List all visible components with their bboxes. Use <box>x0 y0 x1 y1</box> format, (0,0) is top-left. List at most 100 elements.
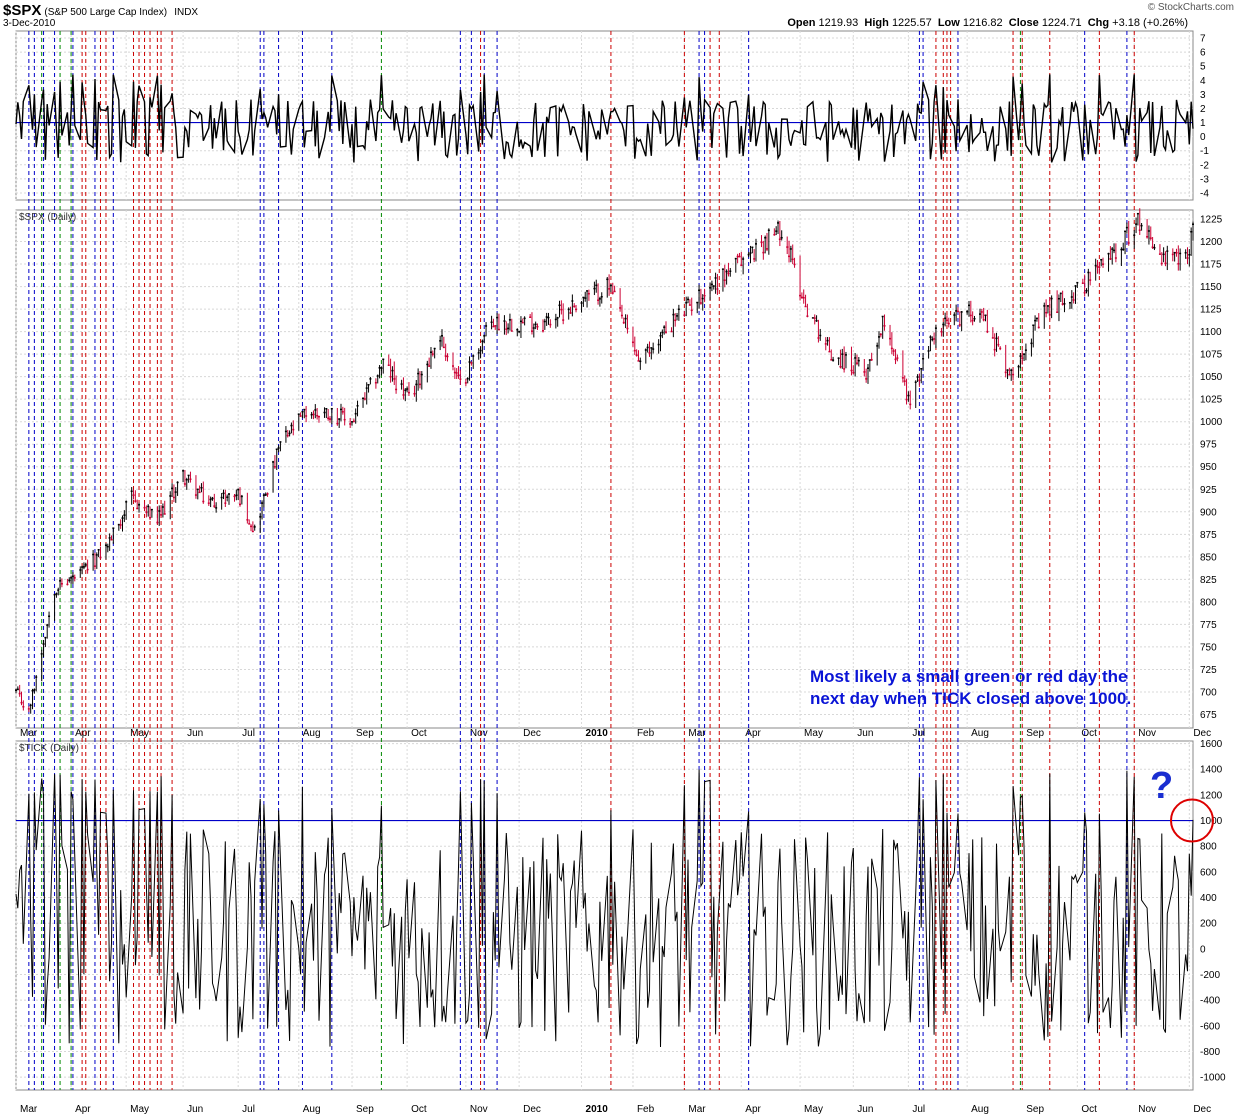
y-tick-label: 675 <box>1200 710 1217 721</box>
y-tick-label: 950 <box>1200 462 1217 473</box>
y-tick-label: 0 <box>1200 132 1206 143</box>
x-tick-label: Jun <box>187 1104 203 1115</box>
y-tick-label: 1175 <box>1200 260 1222 271</box>
x-tick-label: Oct <box>411 728 427 739</box>
price-candles <box>15 208 1194 714</box>
panel-frame <box>15 209 1194 729</box>
y-tick-label: 725 <box>1200 665 1217 676</box>
x-tick-label: Nov <box>1138 728 1156 739</box>
x-tick-label: Nov <box>1138 1104 1156 1115</box>
x-tick-label: 2010 <box>586 728 609 739</box>
x-tick-label: Aug <box>971 728 989 739</box>
y-tick-label: 1125 <box>1200 305 1222 316</box>
x-tick-label: Jun <box>857 1104 873 1115</box>
y-tick-label: -200 <box>1200 970 1220 981</box>
panel-frame <box>15 30 1194 201</box>
x-tick-label: Nov <box>470 728 488 739</box>
x-tick-label: Oct <box>411 1104 427 1115</box>
y-tick-label: 1075 <box>1200 350 1223 361</box>
x-tick-label: May <box>804 1104 823 1115</box>
x-tick-label: May <box>804 728 823 739</box>
y-tick-label: 4 <box>1200 76 1206 87</box>
y-tick-label: -1000 <box>1200 1073 1226 1084</box>
y-tick-label: 1000 <box>1200 417 1223 428</box>
ohlc-readout: Open 1219.93 High 1225.57 Low 1216.82 Cl… <box>787 17 1188 29</box>
y-tick-label: 200 <box>1200 919 1217 930</box>
y-tick-label: 800 <box>1200 842 1217 853</box>
y-tick-label: 5 <box>1200 62 1206 73</box>
y-tick-label: 1050 <box>1200 372 1223 383</box>
y-tick-label: 600 <box>1200 867 1217 878</box>
y-tick-label: 1000 <box>1200 816 1223 827</box>
y-tick-label: 2 <box>1200 104 1206 115</box>
y-tick-label: 1400 <box>1200 765 1223 776</box>
y-tick-label: -400 <box>1200 996 1220 1007</box>
y-tick-label: -2 <box>1200 160 1209 171</box>
x-tick-label: Feb <box>637 728 655 739</box>
y-tick-label: 1600 <box>1200 739 1223 750</box>
annotation-line-1: Most likely a small green or red day the <box>810 667 1128 686</box>
x-tick-label: Apr <box>75 728 91 739</box>
y-tick-label: -3 <box>1200 174 1209 185</box>
y-tick-label: -1 <box>1200 146 1209 157</box>
x-tick-label: May <box>130 728 149 739</box>
y-tick-label: 800 <box>1200 597 1217 608</box>
y-tick-label: 875 <box>1200 530 1217 541</box>
x-tick-label: Jul <box>912 1104 925 1115</box>
annotation-note: Most likely a small green or red day the… <box>810 666 1131 710</box>
x-tick-label: Apr <box>75 1104 91 1115</box>
x-tick-label: Aug <box>303 1104 321 1115</box>
y-tick-label: 925 <box>1200 485 1217 496</box>
y-tick-label: 6 <box>1200 48 1206 59</box>
x-tick-label: Dec <box>1193 1104 1211 1115</box>
y-tick-label: 0 <box>1200 944 1206 955</box>
tick-panel-label: $TICK (Daily) <box>19 743 80 754</box>
tick-series-line <box>15 769 1194 1048</box>
x-tick-label: Dec <box>1193 728 1211 739</box>
chart-date: 3-Dec-2010 <box>3 18 56 29</box>
brand-credit: © StockCharts.com <box>1147 2 1234 13</box>
x-tick-label: Mar <box>688 1104 706 1115</box>
x-tick-label: Nov <box>470 1104 488 1115</box>
symbol-title: $SPX (S&P 500 Large Cap Index) INDX <box>3 2 199 19</box>
y-tick-label: 700 <box>1200 687 1217 698</box>
highlight-circle <box>1170 798 1214 843</box>
x-tick-label: Mar <box>20 1104 38 1115</box>
x-tick-label: Jun <box>857 728 873 739</box>
y-tick-label: 750 <box>1200 642 1217 653</box>
oscillator-line <box>15 74 1194 163</box>
y-tick-label: 1100 <box>1200 327 1222 338</box>
x-tick-label: Mar <box>688 728 706 739</box>
x-tick-label: Jul <box>242 1104 255 1115</box>
y-tick-label: 1 <box>1200 118 1206 129</box>
x-tick-label: Aug <box>971 1104 989 1115</box>
y-tick-label: 1200 <box>1200 237 1223 248</box>
symbol-description: (S&P 500 Large Cap Index) <box>44 7 168 18</box>
y-tick-label: 975 <box>1200 440 1217 451</box>
x-tick-label: Sep <box>1026 728 1044 739</box>
y-tick-label: 1025 <box>1200 395 1223 406</box>
x-tick-label: Sep <box>356 728 374 739</box>
y-tick-label: 3 <box>1200 90 1206 101</box>
y-tick-label: 825 <box>1200 575 1217 586</box>
x-tick-label: Oct <box>1081 1104 1097 1115</box>
x-tick-label: Sep <box>1026 1104 1044 1115</box>
x-tick-label: Dec <box>523 1104 541 1115</box>
y-tick-label: 900 <box>1200 507 1217 518</box>
x-tick-label: Jun <box>187 728 203 739</box>
price-panel-label: $SPX (Daily) <box>19 212 77 223</box>
annotation-line-2: next day when TICK closed above 1000. <box>810 689 1132 708</box>
y-tick-label: 1225 <box>1200 215 1223 226</box>
x-tick-label: 2010 <box>586 1104 609 1115</box>
x-tick-label: Apr <box>745 728 761 739</box>
y-tick-label: 1200 <box>1200 790 1223 801</box>
x-tick-label: Aug <box>303 728 321 739</box>
y-tick-label: 7 <box>1200 34 1206 45</box>
y-tick-label: 850 <box>1200 552 1217 563</box>
y-tick-label: -4 <box>1200 188 1209 199</box>
question-mark: ? <box>1150 765 1174 807</box>
x-tick-label: Dec <box>523 728 541 739</box>
y-tick-label: 400 <box>1200 893 1217 904</box>
x-tick-label: Feb <box>637 1104 655 1115</box>
exchange-label: INDX <box>174 7 199 18</box>
